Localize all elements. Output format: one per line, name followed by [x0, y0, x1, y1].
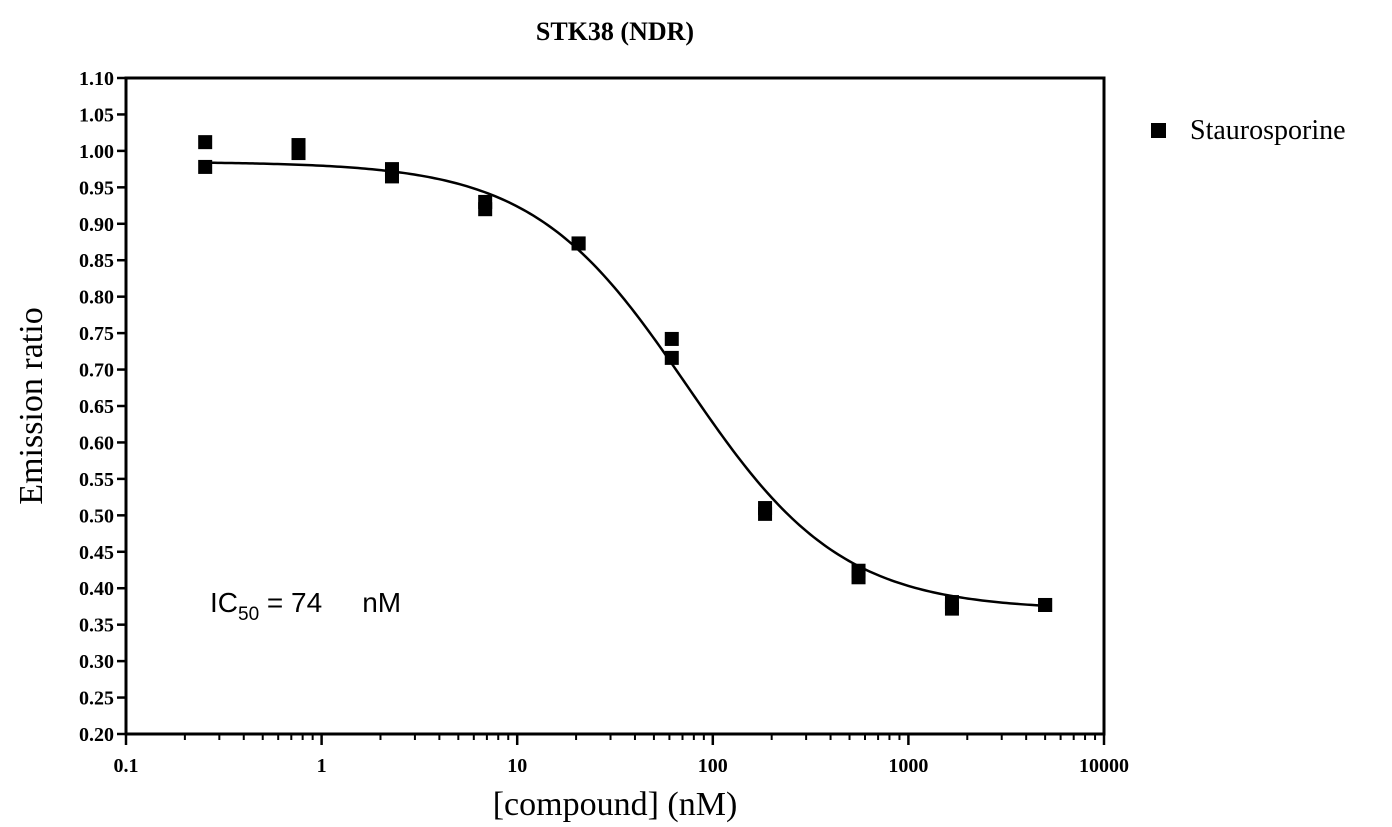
- y-tick-label: 0.75: [79, 323, 114, 345]
- data-point: [1038, 597, 1053, 612]
- y-tick-label: 1.05: [79, 104, 114, 126]
- data-point: [198, 135, 213, 150]
- y-tick-label: 0.45: [79, 542, 114, 564]
- y-tick-label: 0.35: [79, 615, 114, 637]
- ic50-annotation: IC50 = 74 nM: [210, 587, 401, 625]
- y-tick-label: 0.25: [79, 688, 114, 710]
- y-tick-label: 1.10: [79, 68, 114, 90]
- y-tick-label: 0.85: [79, 250, 114, 272]
- y-axis: 0.20 0.25 0.30 0.35 0.40 0.45 0.50 0.55 0.60 0.65…: [79, 68, 126, 746]
- y-tick-label: 0.20: [79, 724, 114, 746]
- data-point: [664, 350, 679, 365]
- data-point: [664, 331, 679, 346]
- x-tick-label: 0.1: [114, 755, 139, 777]
- legend-label-staurosporine: Staurosporine: [1190, 115, 1346, 146]
- data-point: [384, 169, 399, 184]
- y-tick-label: 0.80: [79, 287, 114, 309]
- x-tick-label: 10000: [1079, 755, 1129, 777]
- y-tick-label: 0.30: [79, 651, 114, 673]
- x-tick-label: 1: [317, 755, 327, 777]
- data-point: [851, 570, 866, 585]
- y-tick-label: 0.65: [79, 396, 114, 418]
- y-tick-label: 0.40: [79, 578, 114, 600]
- ic50-value: = 74: [259, 587, 322, 618]
- data-point: [758, 506, 773, 521]
- y-tick-label: 0.90: [79, 214, 114, 236]
- ic50-prefix: IC: [210, 587, 238, 618]
- y-tick-label: 0.50: [79, 505, 114, 527]
- y-axis-title: Emission ratio: [13, 307, 50, 504]
- legend-marker-staurosporine: [1151, 123, 1166, 138]
- y-tick-label: 0.60: [79, 432, 114, 454]
- x-axis: 0.1 1 10 100 1000 10000: [114, 734, 1129, 777]
- data-point: [291, 146, 306, 161]
- chart-title: STK38 (NDR): [536, 17, 694, 46]
- data-point: [478, 202, 493, 217]
- ic50-subscript: 50: [238, 604, 259, 625]
- y-tick-label: 1.00: [79, 141, 114, 163]
- legend: Staurosporine: [1151, 115, 1346, 146]
- data-points: [198, 135, 1053, 616]
- fit-curve: [203, 161, 1046, 608]
- plot-frame: [124, 76, 1106, 736]
- x-tick-label: 1000: [888, 755, 928, 777]
- data-point: [571, 236, 586, 251]
- ic50-unit: nM: [362, 587, 401, 618]
- x-tick-label: 100: [698, 755, 728, 777]
- x-tick-label: 10: [507, 755, 527, 777]
- y-tick-label: 0.95: [79, 177, 114, 199]
- data-point: [944, 601, 959, 616]
- y-tick-label: 0.55: [79, 469, 114, 491]
- x-axis-title: [compound] (nM): [493, 786, 738, 823]
- data-point: [198, 159, 213, 174]
- y-tick-label: 0.70: [79, 360, 114, 382]
